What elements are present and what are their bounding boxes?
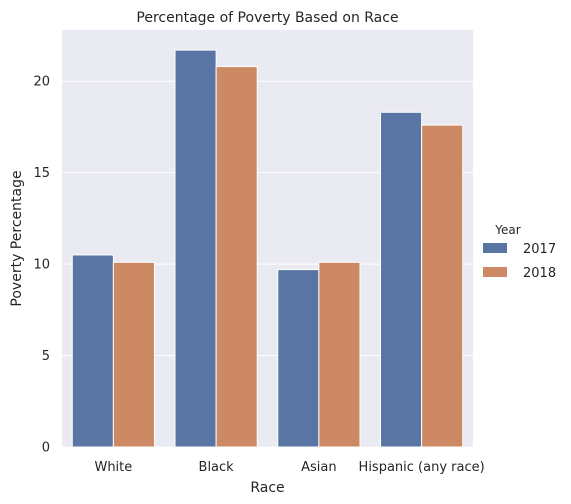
legend: Year 2017 2018 xyxy=(483,223,556,281)
bar-white-2018 xyxy=(112,261,155,448)
y-tick-label: 5 xyxy=(42,349,50,364)
y-tick-label: 15 xyxy=(33,166,50,181)
bar-white-2017 xyxy=(71,254,114,448)
x-tick-labels: White Black Asian Hispanic (any race) xyxy=(94,460,484,475)
y-tick-label: 20 xyxy=(33,75,50,90)
legend-label-2018: 2018 xyxy=(523,266,556,281)
x-tick-label: Hispanic (any race) xyxy=(359,460,485,475)
x-tick-label: Asian xyxy=(301,460,336,475)
bar-asian-2018 xyxy=(318,261,361,448)
x-axis-label: Race xyxy=(250,480,284,496)
bar-black-2017 xyxy=(174,49,217,448)
bar-hispanic-any-race-2017 xyxy=(380,111,423,448)
y-tick-labels: 0 5 10 15 20 xyxy=(33,75,50,456)
legend-swatch-2018 xyxy=(483,267,507,277)
x-tick-label: White xyxy=(94,460,132,475)
legend-swatch-2017 xyxy=(483,243,507,253)
chart-title: Percentage of Poverty Based on Race xyxy=(136,10,398,26)
bar-black-2018 xyxy=(215,66,258,448)
legend-title: Year xyxy=(494,223,520,237)
y-axis-label: Poverty Percentage xyxy=(9,170,25,306)
bar-hispanic-any-race-2018 xyxy=(421,124,464,448)
x-tick-label: Black xyxy=(199,460,235,475)
y-tick-label: 10 xyxy=(33,258,50,273)
y-tick-label: 0 xyxy=(42,441,50,456)
bars xyxy=(71,49,464,448)
bar-asian-2017 xyxy=(277,269,320,448)
legend-label-2017: 2017 xyxy=(523,242,556,257)
